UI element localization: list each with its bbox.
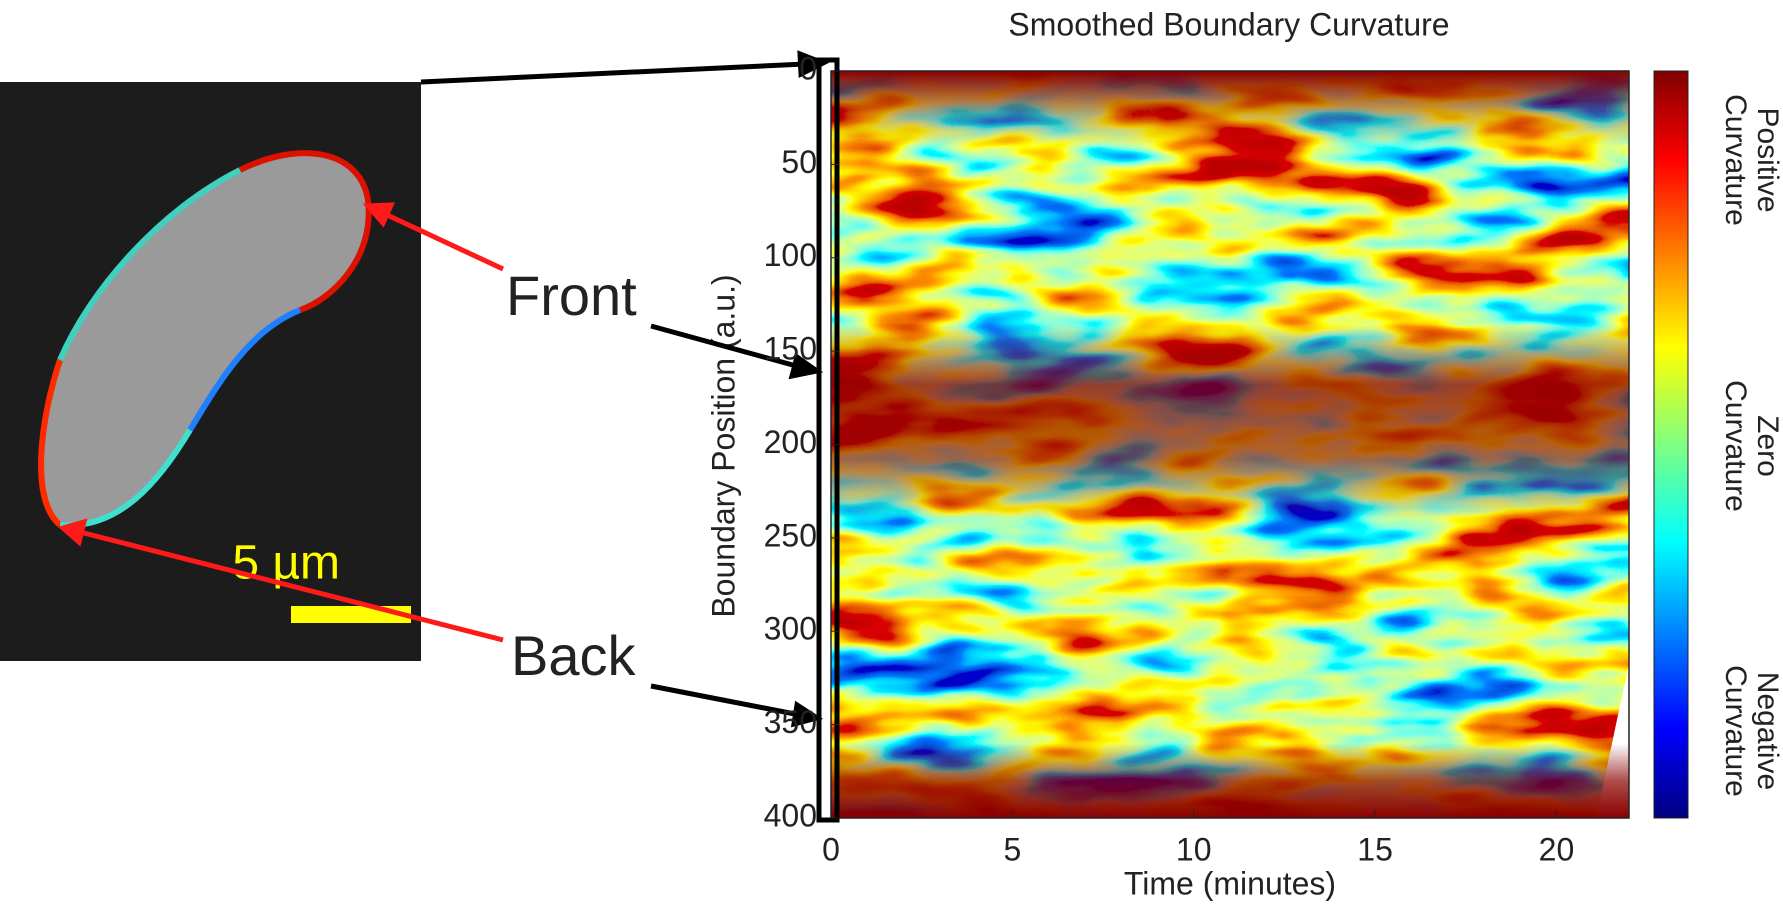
colorbar-label: Positive xyxy=(1751,107,1783,212)
colorbar-label: Curvature xyxy=(1719,94,1752,226)
cell xyxy=(41,153,369,526)
y-tick-label: 300 xyxy=(764,611,817,647)
black-arrows xyxy=(420,50,830,728)
x-tick-label: 10 xyxy=(1176,831,1212,867)
y-tick-label: 0 xyxy=(799,50,817,86)
x-axis-label: Time (minutes) xyxy=(1124,865,1336,901)
colorbar-label: Zero xyxy=(1751,415,1783,477)
colorbar-label: Negative xyxy=(1751,672,1783,790)
red-arrows xyxy=(57,202,505,643)
x-tick-label: 5 xyxy=(1003,831,1021,867)
y-tick-label: 400 xyxy=(764,797,817,833)
x-tick-label: 0 xyxy=(822,831,840,867)
colorbar-label: Curvature xyxy=(1719,380,1752,512)
colorbar xyxy=(1653,70,1689,819)
chart-title: Smoothed Boundary Curvature xyxy=(1008,6,1449,42)
x-tick-label: 15 xyxy=(1357,831,1393,867)
scale-bar xyxy=(291,606,411,623)
highlight-box xyxy=(816,57,840,823)
front-label: Front xyxy=(506,264,637,327)
y-tick-label: 200 xyxy=(764,424,817,460)
colorbar-label: Curvature xyxy=(1719,665,1752,797)
back-label: Back xyxy=(511,624,636,687)
y-tick-label: 250 xyxy=(764,517,817,553)
x-tick-label: 20 xyxy=(1539,831,1575,867)
scale-bar-label: 5 µm xyxy=(232,537,340,590)
y-tick-label: 150 xyxy=(764,331,817,367)
y-tick-label: 50 xyxy=(781,144,817,180)
y-tick-label: 350 xyxy=(764,704,817,740)
heatmap xyxy=(831,71,1629,818)
y-axis-label: Boundary Position (a.u.) xyxy=(705,274,741,617)
y-tick-label: 100 xyxy=(764,237,817,273)
